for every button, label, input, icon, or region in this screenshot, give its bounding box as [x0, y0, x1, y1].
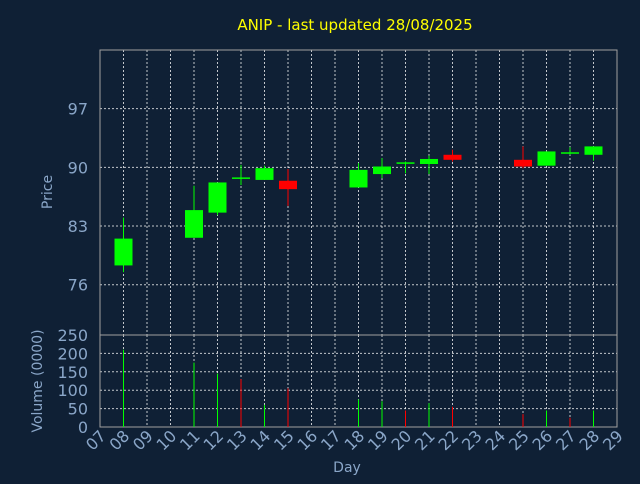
price-tick-label: 97	[68, 100, 88, 119]
volume-tick-label: 200	[57, 344, 88, 363]
candle-body	[584, 146, 603, 155]
candle-body	[420, 158, 438, 164]
candle	[279, 169, 297, 206]
candle	[232, 164, 250, 185]
candle-body	[185, 210, 203, 238]
candle	[584, 146, 603, 161]
volume-tick-label: 150	[57, 363, 88, 382]
candle	[537, 151, 556, 166]
chart-title: ANIP - last updated 28/08/2025	[237, 16, 472, 34]
price-tick-label: 83	[68, 217, 88, 236]
price-panel: 76 83 90 97	[68, 49, 618, 336]
candle	[208, 182, 227, 216]
candle-body	[255, 168, 274, 180]
candle-body	[349, 169, 368, 188]
candle-body	[514, 159, 532, 167]
volume-tick-label: 250	[57, 326, 88, 345]
volume-tick-label: 100	[57, 381, 88, 400]
candle-body	[279, 180, 297, 190]
candle	[185, 185, 203, 238]
candle	[255, 165, 274, 180]
candle	[420, 155, 438, 175]
candle-body	[373, 166, 391, 175]
volume-tick-label: 50	[68, 400, 88, 419]
price-tick-label: 76	[68, 276, 88, 295]
candle	[561, 147, 579, 155]
candle-body	[232, 177, 250, 179]
volume-axis-label: Volume (0000)	[30, 329, 46, 432]
candle	[114, 217, 133, 273]
candle	[396, 161, 415, 174]
volume-tick-label: 0	[78, 418, 88, 437]
candle	[514, 146, 532, 169]
price-tick-label: 90	[68, 158, 88, 177]
price-axis-label: Price	[40, 175, 56, 209]
candle	[373, 158, 391, 179]
candle-body	[114, 238, 133, 266]
candle	[349, 163, 368, 188]
candle-body	[208, 182, 227, 213]
candle-body	[396, 162, 415, 164]
candle-body	[561, 152, 579, 154]
candle-body	[443, 154, 462, 160]
candle-body	[537, 151, 556, 166]
candle	[443, 149, 462, 162]
day-axis-label: Day	[333, 460, 361, 476]
